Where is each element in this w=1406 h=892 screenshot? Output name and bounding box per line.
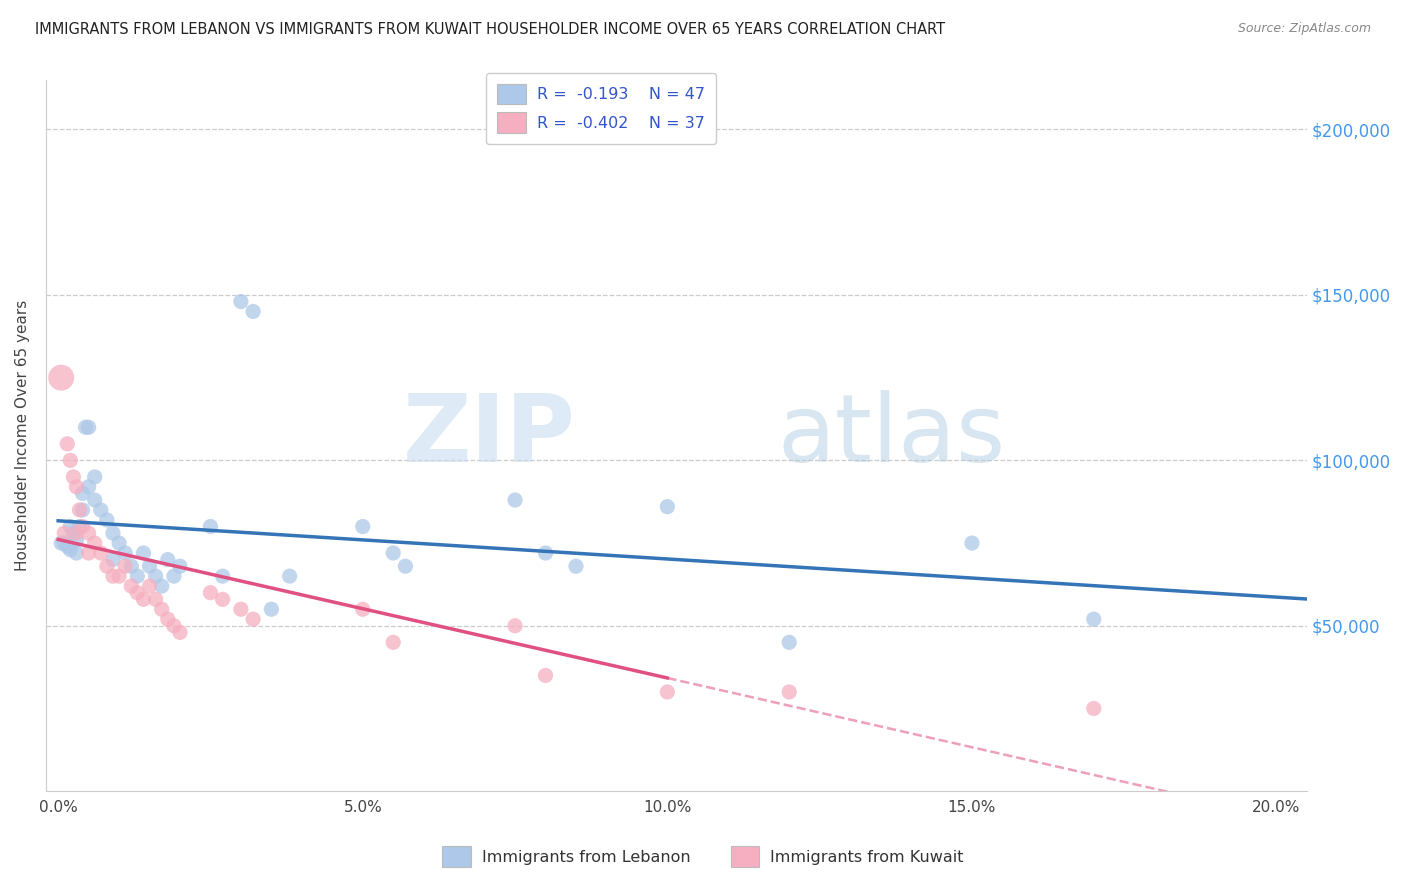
Point (169, 625, 191, 640)
Point (1083, 612, 1105, 626)
Point (69, 519, 91, 533)
Point (101, 526, 124, 541)
Point (960, 536, 983, 550)
Point (657, 500, 679, 514)
Point (77, 526, 100, 541)
Point (163, 619, 186, 633)
Point (503, 493, 526, 508)
Point (108, 536, 131, 550)
Point (77, 546, 100, 560)
Point (242, 304, 264, 318)
Point (90, 546, 112, 560)
Point (59, 453, 82, 467)
Point (59, 542, 82, 557)
Text: atlas: atlas (778, 390, 1005, 482)
Point (96, 559, 118, 574)
Point (534, 546, 557, 560)
Point (352, 602, 374, 616)
Point (229, 294, 252, 309)
Point (778, 635, 800, 649)
Point (565, 559, 588, 574)
Point (1083, 701, 1105, 715)
Point (69, 503, 91, 517)
Point (90, 503, 112, 517)
Point (229, 602, 252, 616)
Text: IMMIGRANTS FROM LEBANON VS IMMIGRANTS FROM KUWAIT HOUSEHOLDER INCOME OVER 65 YEA: IMMIGRANTS FROM LEBANON VS IMMIGRANTS FR… (35, 22, 945, 37)
Point (56, 437, 79, 451)
Point (65, 533, 87, 547)
Point (169, 559, 191, 574)
Point (127, 569, 149, 583)
Point (120, 559, 142, 574)
Point (352, 519, 374, 533)
Point (211, 569, 233, 583)
Point (96, 513, 118, 527)
Point (59, 519, 82, 533)
Point (114, 546, 136, 560)
Point (534, 668, 557, 682)
Point (150, 579, 173, 593)
Point (145, 592, 167, 607)
Point (138, 579, 160, 593)
Point (51, 370, 73, 384)
Point (156, 552, 179, 566)
Point (108, 569, 131, 583)
Legend: R =  -0.193    N = 47, R =  -0.402    N = 37: R = -0.193 N = 47, R = -0.402 N = 37 (485, 73, 716, 145)
Point (65, 480, 87, 494)
Point (394, 559, 416, 574)
Point (211, 592, 233, 607)
Point (127, 585, 149, 599)
Point (382, 546, 405, 560)
Point (72, 503, 94, 517)
Point (51, 536, 73, 550)
Point (503, 619, 526, 633)
Point (53, 526, 76, 541)
Point (150, 602, 173, 616)
Point (163, 569, 186, 583)
Point (77, 420, 100, 434)
Point (83, 470, 105, 484)
Point (75, 420, 97, 434)
Point (62, 470, 84, 484)
Point (145, 569, 167, 583)
Point (132, 546, 155, 560)
Point (72, 486, 94, 500)
Point (260, 602, 283, 616)
Point (53, 536, 76, 550)
Point (278, 569, 301, 583)
Point (120, 579, 142, 593)
Text: ZIP: ZIP (402, 390, 575, 482)
Y-axis label: Householder Income Over 65 years: Householder Income Over 65 years (15, 300, 30, 571)
Point (101, 569, 124, 583)
Point (72, 519, 94, 533)
Point (200, 519, 222, 533)
Point (83, 536, 105, 550)
Point (242, 612, 264, 626)
Point (382, 635, 405, 649)
Point (83, 493, 105, 508)
Point (56, 540, 79, 554)
Point (138, 559, 160, 574)
Point (132, 592, 155, 607)
Point (65, 546, 87, 560)
Point (101, 552, 124, 566)
Point (114, 559, 136, 574)
Point (77, 480, 100, 494)
Legend: Immigrants from Lebanon, Immigrants from Kuwait: Immigrants from Lebanon, Immigrants from… (436, 840, 970, 873)
Point (657, 685, 679, 699)
Point (778, 685, 800, 699)
Point (200, 585, 222, 599)
Point (62, 526, 84, 541)
Point (156, 612, 179, 626)
Text: Source: ZipAtlas.com: Source: ZipAtlas.com (1237, 22, 1371, 36)
Point (65, 526, 87, 541)
